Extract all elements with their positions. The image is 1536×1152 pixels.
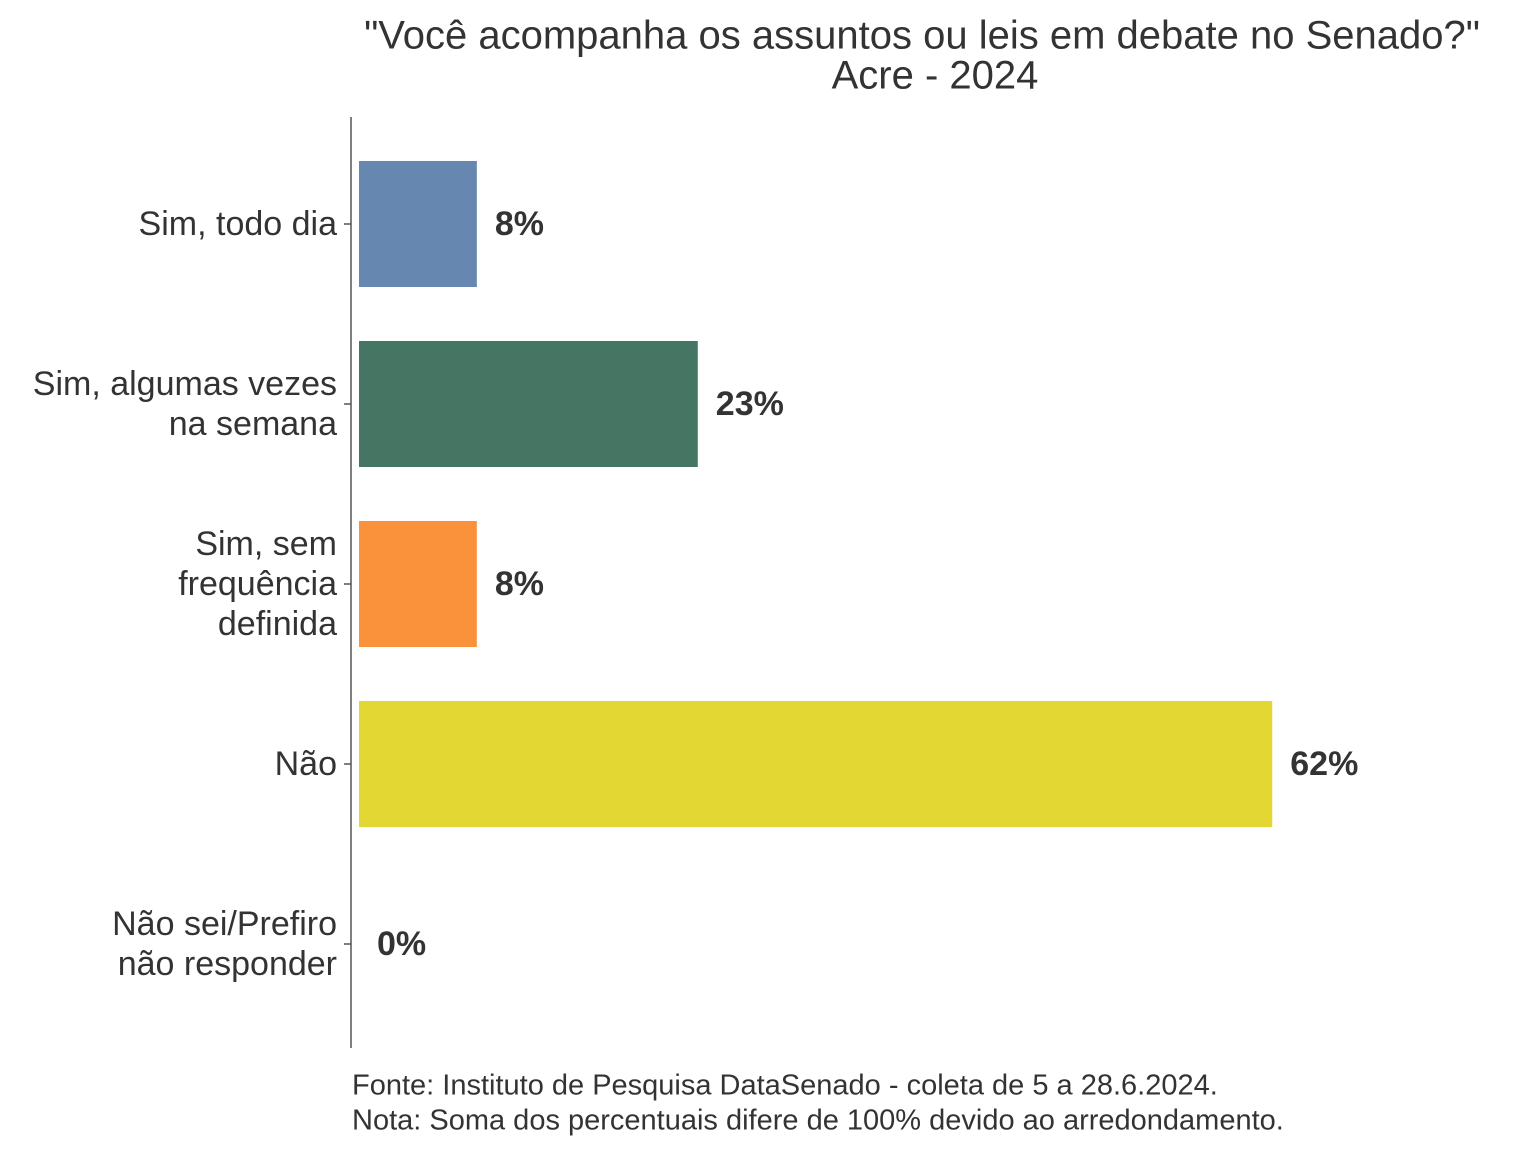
y-tick-label-line: na semana [169, 405, 337, 443]
y-tick-label-line: definida [218, 605, 337, 643]
chart-title: "Você acompanha os assuntos ou leis em d… [364, 14, 1480, 58]
y-tick-label-line: não responder [118, 945, 337, 983]
y-tick-label-line: Sim, sem [195, 525, 337, 563]
value-label: 0% [377, 925, 426, 963]
footnote: Fonte: Instituto de Pesquisa DataSenado … [352, 1070, 1218, 1102]
bar [359, 341, 698, 467]
y-tick-label: Sim, algumas vezes na semana [33, 365, 337, 443]
value-label: 8% [495, 565, 544, 603]
value-label: 8% [495, 205, 544, 243]
y-tick-label-line: Sim, algumas vezes [33, 365, 337, 403]
footnote: Nota: Soma dos percentuais difere de 100… [352, 1105, 1284, 1137]
y-tick-label-line: Não sei/Prefiro [112, 905, 337, 943]
y-tick-label: Sim, todo dia [139, 205, 338, 243]
value-label: 23% [716, 385, 784, 423]
bar [359, 161, 477, 287]
y-tick-label: Não [275, 745, 337, 783]
y-tick-label-line: Sim, todo dia [139, 205, 338, 243]
value-label: 62% [1290, 745, 1358, 783]
y-tick-label: Sim, sem frequência definida [178, 525, 337, 643]
y-tick-label-line: Não [275, 745, 337, 783]
y-tick-label: Não sei/Prefiro não responder [112, 905, 337, 983]
bar [359, 521, 477, 647]
bar [359, 701, 1273, 827]
y-tick-label-line: frequência [178, 565, 337, 603]
chart-subtitle: Acre - 2024 [832, 54, 1039, 98]
